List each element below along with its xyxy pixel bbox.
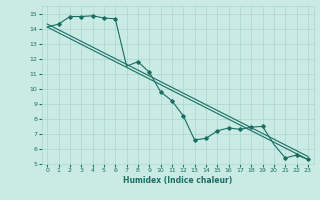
X-axis label: Humidex (Indice chaleur): Humidex (Indice chaleur): [123, 176, 232, 185]
